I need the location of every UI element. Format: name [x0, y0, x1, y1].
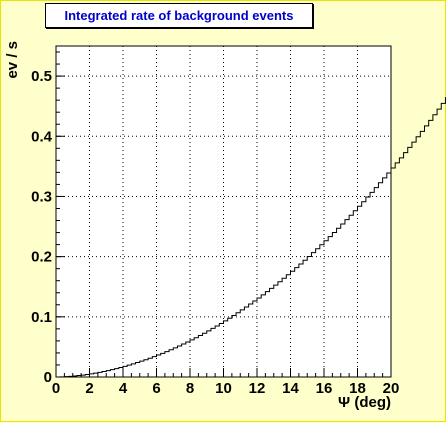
x-tick-label: 16: [316, 380, 333, 397]
x-axis-label: Ψ (deg): [338, 394, 391, 411]
y-tick-label: 0.5: [31, 68, 52, 85]
x-tick-label: 0: [52, 380, 60, 397]
x-tick-label: 18: [349, 380, 366, 397]
x-tick-label: 14: [282, 380, 299, 397]
tick-marks: [55, 51, 392, 378]
x-tick-label: 8: [186, 380, 194, 397]
x-tick-label: 20: [383, 380, 400, 397]
series-group: [55, 97, 446, 378]
chart-title: Integrated rate of background events: [45, 3, 313, 28]
x-tick-label: 4: [119, 380, 128, 397]
y-tick-label: 0.3: [31, 188, 52, 205]
plot-area: [56, 46, 391, 377]
tick-labels: 0 2 4 6 8 10 12 14 16 18 20 0 0.1 0.2 0.3 0.4 0.5: [31, 68, 399, 397]
x-tick-label: 10: [215, 380, 232, 397]
y-axis-label: ev / s: [4, 41, 21, 79]
y-tick-label: 0.1: [31, 309, 52, 326]
y-tick-label: 0: [44, 369, 52, 386]
y-tick-label: 0.2: [31, 249, 52, 266]
x-tick-label: 2: [85, 380, 93, 397]
y-tick-label: 0.4: [31, 128, 53, 145]
x-tick-label: 12: [249, 380, 266, 397]
histogram-series-line: [55, 97, 446, 378]
x-tick-label: 6: [152, 380, 160, 397]
